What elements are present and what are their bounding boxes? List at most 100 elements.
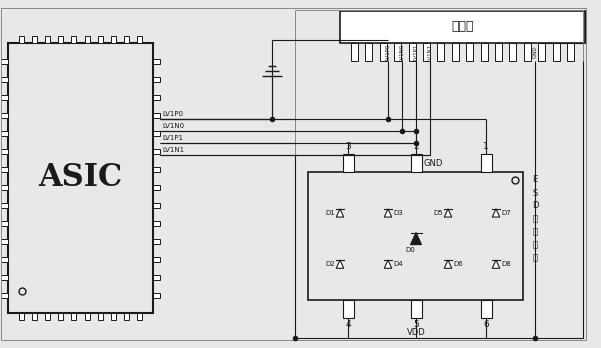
Bar xyxy=(1,149,8,153)
Bar xyxy=(153,293,160,298)
Polygon shape xyxy=(336,209,344,217)
Bar xyxy=(380,43,386,61)
Text: D6: D6 xyxy=(453,261,463,267)
Bar xyxy=(510,43,516,61)
Text: S: S xyxy=(532,189,538,198)
Bar xyxy=(124,313,129,320)
Bar xyxy=(1,256,8,261)
Bar xyxy=(45,36,50,43)
Bar xyxy=(124,36,129,43)
Text: D0: D0 xyxy=(405,247,415,253)
Bar xyxy=(466,43,473,61)
Bar xyxy=(495,43,502,61)
Bar xyxy=(343,300,353,318)
Text: LV1N1: LV1N1 xyxy=(427,44,433,61)
Bar xyxy=(153,203,160,207)
Text: 连接器: 连接器 xyxy=(451,21,474,33)
Text: 保: 保 xyxy=(532,214,537,223)
Bar xyxy=(153,238,160,244)
Bar xyxy=(308,172,523,300)
Text: LV1N0: LV1N0 xyxy=(162,122,184,129)
Text: D8: D8 xyxy=(501,261,511,267)
Bar xyxy=(409,43,415,61)
Bar xyxy=(567,43,574,61)
Bar xyxy=(72,36,76,43)
Polygon shape xyxy=(410,232,421,245)
Bar xyxy=(153,184,160,190)
Bar xyxy=(72,313,76,320)
Text: 5: 5 xyxy=(413,320,419,329)
Text: 护: 护 xyxy=(532,228,537,237)
Polygon shape xyxy=(336,260,344,268)
Text: D5: D5 xyxy=(434,210,444,216)
Bar xyxy=(98,36,103,43)
Bar xyxy=(111,36,116,43)
Bar xyxy=(111,313,116,320)
Bar xyxy=(1,184,8,190)
Bar xyxy=(19,313,23,320)
Text: 6: 6 xyxy=(483,320,489,329)
Text: VDD: VDD xyxy=(407,328,426,337)
Text: 4: 4 xyxy=(345,320,351,329)
Bar xyxy=(553,43,560,61)
Bar xyxy=(32,313,37,320)
Bar xyxy=(98,313,103,320)
Bar xyxy=(1,203,8,207)
Polygon shape xyxy=(384,209,392,217)
Text: LV1P1: LV1P1 xyxy=(162,135,183,141)
Text: D3: D3 xyxy=(393,210,403,216)
Text: 芯: 芯 xyxy=(532,240,537,250)
Text: LV1P0: LV1P0 xyxy=(385,44,391,60)
Bar xyxy=(481,154,492,172)
Text: E: E xyxy=(532,175,538,184)
Bar xyxy=(1,238,8,244)
Bar xyxy=(153,149,160,153)
Bar xyxy=(1,221,8,226)
Bar xyxy=(153,166,160,172)
Bar xyxy=(153,275,160,279)
Bar xyxy=(394,43,401,61)
Text: D1: D1 xyxy=(326,210,335,216)
Text: D7: D7 xyxy=(501,210,511,216)
Text: 3: 3 xyxy=(345,142,351,151)
Bar xyxy=(153,256,160,261)
Bar xyxy=(153,95,160,100)
Bar xyxy=(438,43,444,61)
Bar xyxy=(45,313,50,320)
Bar xyxy=(452,43,459,61)
Text: GND: GND xyxy=(423,159,442,168)
Bar xyxy=(1,130,8,135)
Text: LV1N0: LV1N0 xyxy=(400,44,404,61)
Polygon shape xyxy=(384,260,392,268)
Polygon shape xyxy=(444,209,452,217)
Text: LV1P1: LV1P1 xyxy=(413,44,418,60)
Bar xyxy=(19,36,23,43)
Bar xyxy=(153,58,160,63)
Bar xyxy=(153,112,160,118)
Bar xyxy=(538,43,545,61)
Bar xyxy=(365,43,373,61)
Bar xyxy=(137,36,142,43)
Text: GND: GND xyxy=(532,46,537,58)
Bar xyxy=(153,221,160,226)
Polygon shape xyxy=(444,260,452,268)
Bar xyxy=(481,43,487,61)
Text: 觑: 觑 xyxy=(532,253,537,262)
Bar xyxy=(58,313,63,320)
Bar xyxy=(32,36,37,43)
Bar xyxy=(153,77,160,81)
Polygon shape xyxy=(492,209,500,217)
Text: LV1P0: LV1P0 xyxy=(162,111,183,117)
Bar xyxy=(137,313,142,320)
Bar xyxy=(1,58,8,63)
Bar xyxy=(1,293,8,298)
Text: D2: D2 xyxy=(326,261,335,267)
Bar xyxy=(340,11,585,43)
Bar xyxy=(410,300,421,318)
Bar xyxy=(423,43,430,61)
Text: D: D xyxy=(532,201,538,211)
Bar xyxy=(524,43,531,61)
Bar xyxy=(1,95,8,100)
Bar xyxy=(1,275,8,279)
Text: 1: 1 xyxy=(483,142,489,151)
